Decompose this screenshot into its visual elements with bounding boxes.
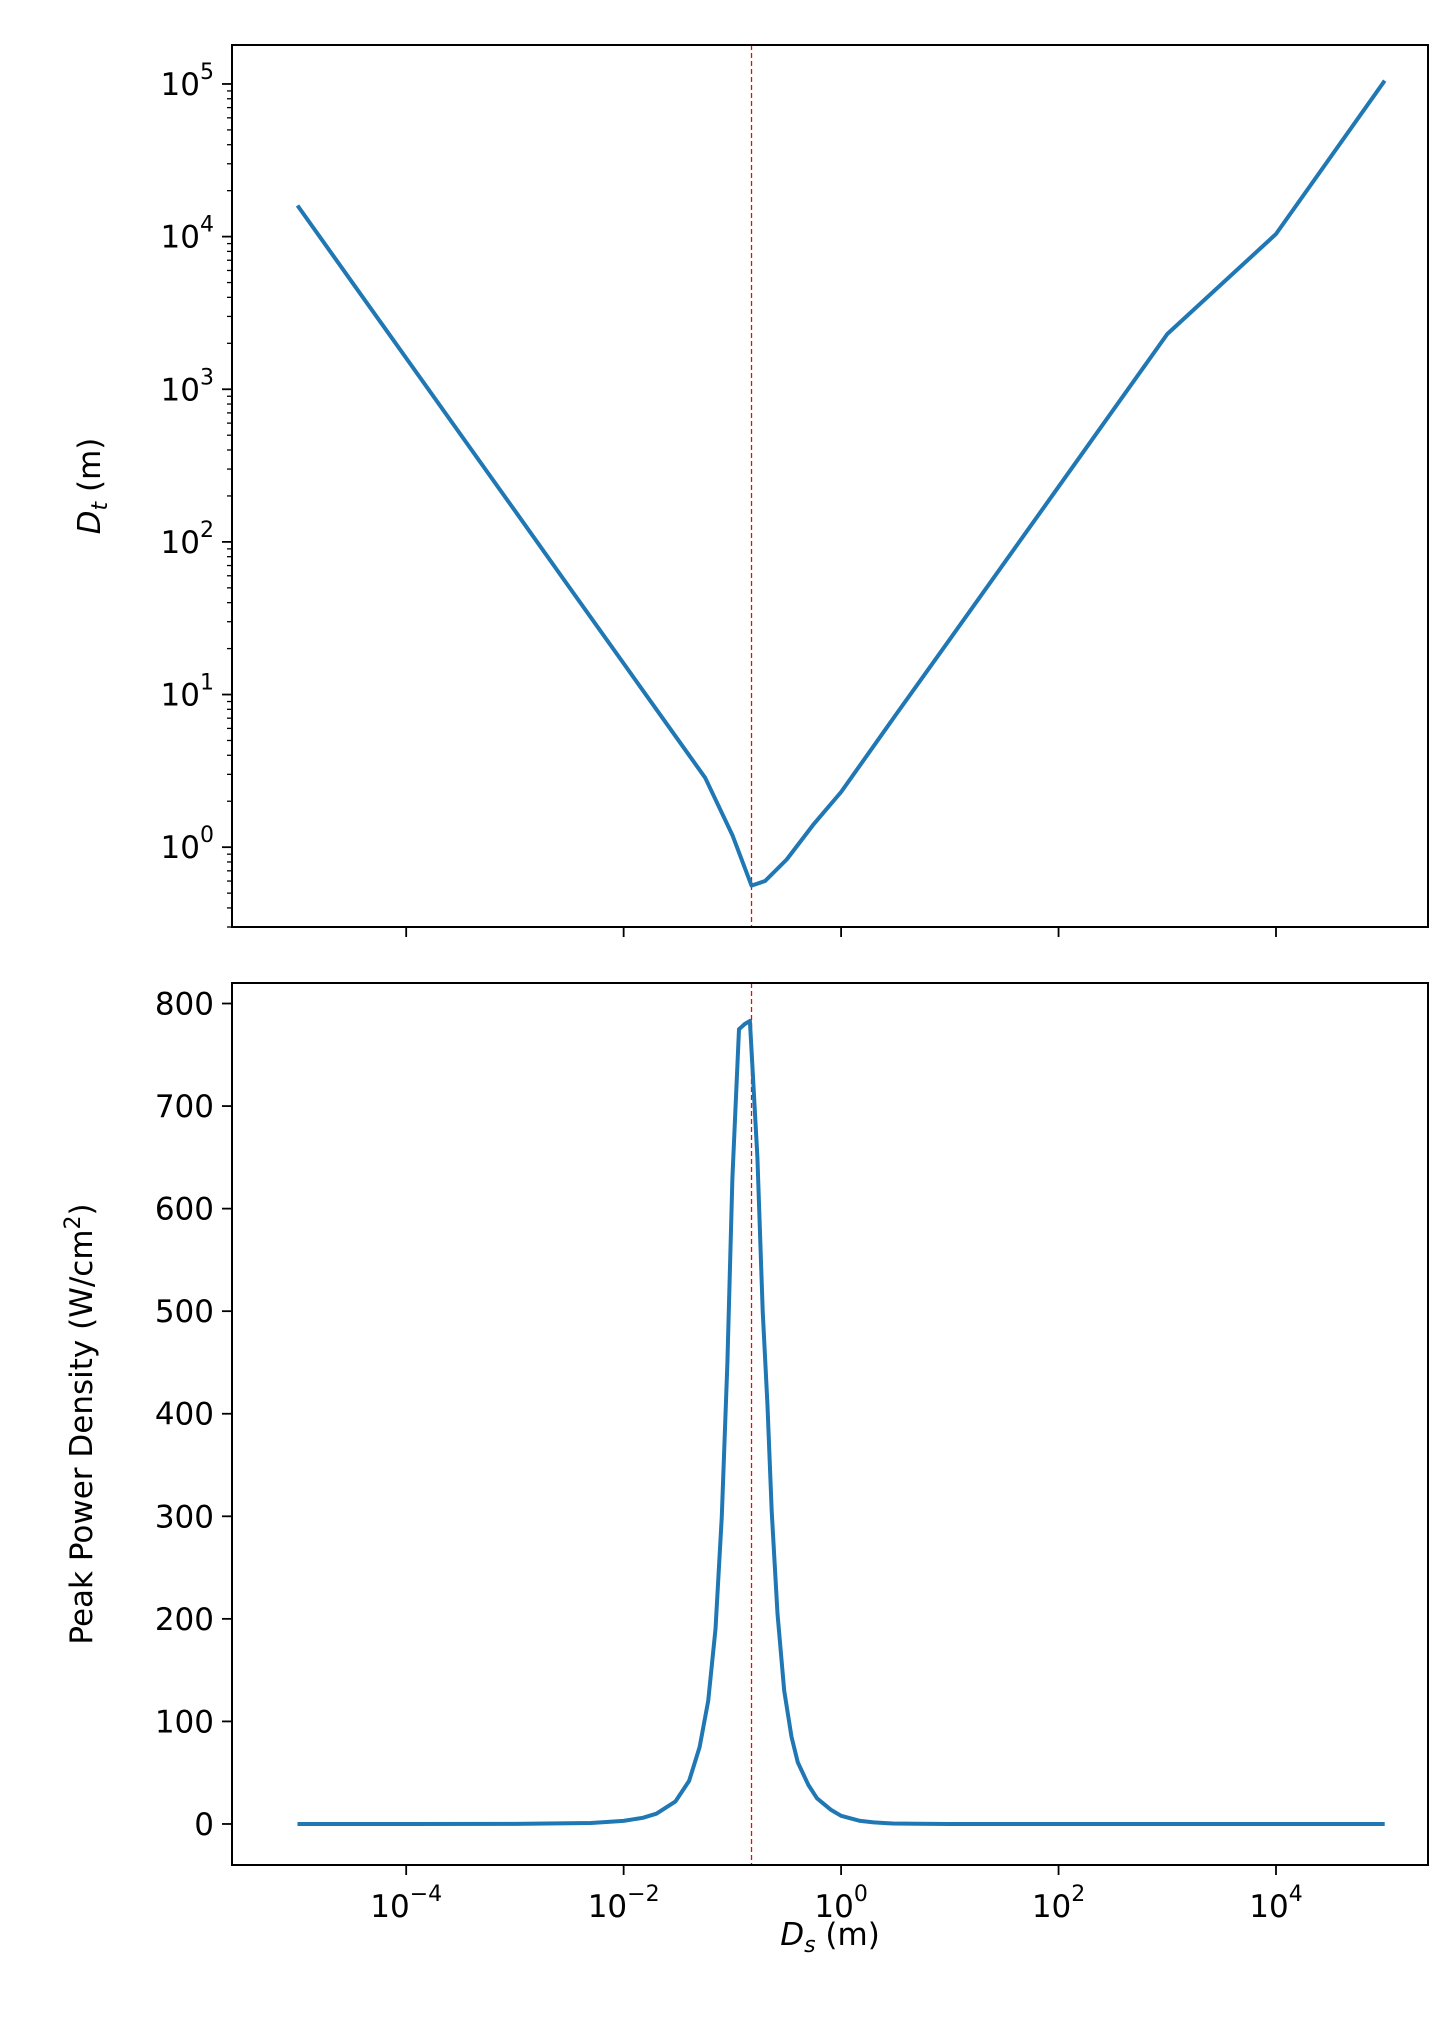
y-tick-label: 100 — [155, 1704, 214, 1740]
top-axes-frame — [231, 44, 1429, 928]
y-tick-label: 100 — [161, 823, 214, 866]
x-tick-label: 10−2 — [588, 1882, 660, 1925]
y-tick-label: 101 — [161, 671, 214, 714]
top-panel: 100 101 102 103 104 105 Dt (m) — [72, 44, 1429, 937]
y-tick-label: 104 — [161, 213, 214, 256]
y-tick-label: 300 — [155, 1499, 214, 1535]
bottom-y-axis-label: Peak Power Density (W/cm2) — [61, 1203, 100, 1644]
y-tick-label: 600 — [155, 1192, 214, 1228]
series-line-0 — [295, 79, 1387, 888]
series-line-0 — [297, 1018, 1385, 1826]
bottom-y-axis: 0 100 200 300 400 500 600 700 800 — [155, 987, 232, 1843]
top-y-axis: 100 101 102 103 104 105 — [161, 60, 232, 928]
x-tick-label: 100 — [814, 1882, 867, 1925]
x-tick-label: 104 — [1249, 1882, 1302, 1925]
y-tick-label: 800 — [155, 987, 214, 1023]
top-x-axis — [405, 927, 1277, 937]
y-tick-label: 103 — [161, 365, 214, 408]
y-tick-label: 200 — [155, 1602, 214, 1638]
y-tick-label: 102 — [161, 518, 214, 561]
y-tick-label: 700 — [155, 1089, 214, 1125]
x-tick-label: 102 — [1032, 1882, 1085, 1925]
y-tick-label: 105 — [161, 60, 214, 103]
y-tick-label: 400 — [155, 1397, 214, 1433]
bottom-x-axis: 10−4 10−2 100 102 104 — [370, 1865, 1303, 1925]
x-tick-label: 10−4 — [370, 1882, 442, 1925]
top-y-axis-label: Dt (m) — [72, 438, 113, 535]
bottom-axes-frame — [231, 982, 1429, 1866]
y-tick-label: 0 — [194, 1807, 214, 1843]
bottom-panel: 0 100 200 300 400 500 600 700 800 10−4 10−2 100 102… — [61, 982, 1429, 1958]
bottom-x-axis-label: Ds (m) — [780, 1917, 880, 1958]
y-tick-label: 500 — [155, 1294, 214, 1330]
